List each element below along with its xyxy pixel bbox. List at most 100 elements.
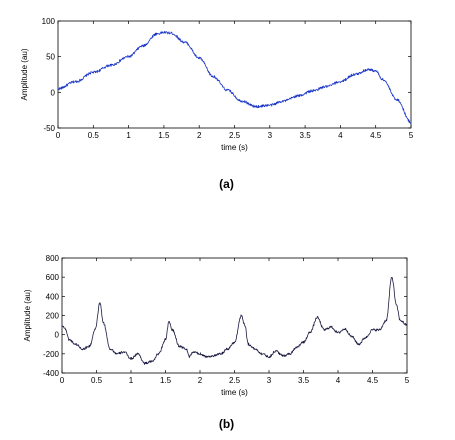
data-point — [189, 356, 190, 357]
x-tick-label: 0.5 — [91, 376, 103, 385]
data-point — [156, 33, 157, 34]
x-tick-label: 1.5 — [160, 376, 172, 385]
panel-label: (b) — [219, 417, 234, 431]
data-point — [227, 90, 228, 91]
data-point — [220, 353, 221, 354]
data-point — [396, 99, 397, 100]
data-point — [282, 355, 283, 356]
data-point — [283, 100, 284, 101]
panel-label: (a) — [219, 177, 234, 191]
x-tick-label: 2.5 — [229, 131, 241, 140]
x-tick-label: 0 — [60, 376, 65, 385]
y-tick-label: 800 — [46, 254, 60, 263]
data-point — [372, 329, 373, 330]
x-tick-label: 3 — [268, 131, 273, 140]
data-point — [297, 95, 298, 96]
data-point — [303, 342, 304, 343]
signal-line — [57, 30, 412, 124]
data-point — [244, 324, 245, 325]
data-point — [312, 90, 313, 91]
data-point — [324, 329, 325, 330]
data-point — [268, 356, 269, 357]
data-point — [193, 351, 194, 352]
x-tick-label: 4.5 — [367, 376, 379, 385]
data-point — [241, 315, 242, 316]
data-point — [57, 88, 58, 89]
data-point — [213, 355, 214, 356]
y-tick-label: -400 — [43, 369, 60, 378]
data-point — [89, 346, 90, 347]
plot-frame — [61, 257, 408, 374]
x-axis-label: time (s) — [221, 388, 248, 397]
data-point — [130, 358, 131, 359]
x-tick-label: 2 — [198, 376, 203, 385]
x-tick-label: 3.5 — [300, 131, 312, 140]
signal-line — [61, 277, 408, 365]
y-tick-label: 0 — [55, 331, 60, 340]
data-point — [379, 329, 380, 330]
data-point — [117, 353, 118, 354]
data-point — [172, 329, 173, 330]
data-point — [340, 81, 341, 82]
data-point — [382, 79, 383, 80]
data-point — [331, 326, 332, 327]
data-point — [275, 350, 276, 351]
y-axis-label: Amplitude (au) — [23, 289, 32, 341]
y-axis-label: Amplitude (au) — [20, 48, 29, 100]
data-point — [68, 339, 69, 340]
data-point — [110, 65, 111, 66]
data-point — [99, 302, 100, 303]
data-point — [255, 106, 256, 107]
data-point — [310, 331, 311, 332]
data-point — [128, 56, 129, 57]
data-point — [391, 277, 392, 278]
data-point — [144, 363, 145, 364]
data-point — [386, 320, 387, 321]
data-point — [375, 70, 376, 71]
data-point — [124, 351, 125, 352]
data-point — [179, 346, 180, 347]
data-point — [351, 336, 352, 337]
data-point — [410, 122, 411, 123]
data-point — [151, 361, 152, 362]
chart-panel-b: 0 0.5 1 1.5 2 2.5 3 3.5 4 4.5 5 -400 -200 0 200 400 600 8… — [23, 254, 410, 431]
data-point — [142, 45, 143, 46]
data-point — [400, 320, 401, 321]
data-point — [75, 344, 76, 345]
data-point — [82, 348, 83, 349]
data-point — [158, 353, 159, 354]
x-tick-label: 5 — [405, 376, 410, 385]
y-tick-label: -200 — [43, 350, 60, 359]
data-point — [241, 100, 242, 101]
x-tick-label: 3.5 — [298, 376, 310, 385]
y-tick-label: 50 — [46, 53, 55, 62]
y-tick-label: 600 — [46, 273, 60, 282]
data-point — [317, 317, 318, 318]
data-point — [199, 353, 200, 354]
data-point — [358, 344, 359, 345]
data-point — [206, 356, 207, 357]
x-tick-label: 4 — [338, 131, 343, 140]
x-tick-label: 5 — [409, 131, 414, 140]
x-tick-label: 2.5 — [229, 376, 241, 385]
data-point — [234, 342, 235, 343]
y-tick-label: 100 — [42, 17, 56, 26]
data-point — [95, 329, 96, 330]
y-tick-label: -50 — [43, 124, 55, 133]
data-point — [103, 323, 104, 324]
y-tick-label: 200 — [46, 312, 60, 321]
data-point — [248, 344, 249, 345]
data-point — [199, 57, 200, 58]
data-point — [165, 339, 166, 340]
data-point — [296, 347, 297, 348]
x-tick-label: 1.5 — [158, 131, 170, 140]
data-point — [227, 348, 228, 349]
x-tick-label: 4.5 — [370, 131, 382, 140]
x-tick-label: 0.5 — [88, 131, 100, 140]
data-point — [61, 324, 62, 325]
data-point — [93, 72, 94, 73]
x-tick-label: 2 — [197, 131, 202, 140]
y-tick-label: 400 — [46, 292, 60, 301]
